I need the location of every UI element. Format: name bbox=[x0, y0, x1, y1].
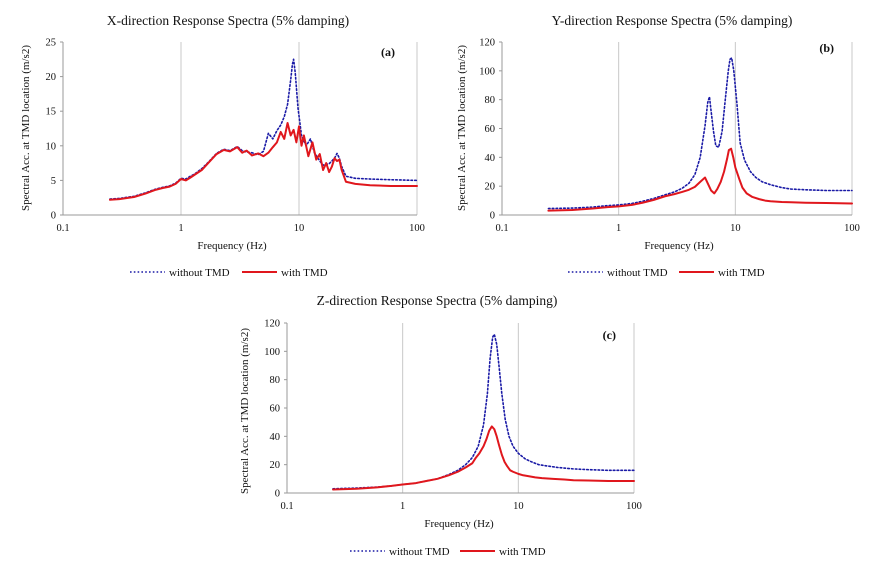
legend-label-without-tmd-b: without TMD bbox=[607, 267, 668, 279]
y-tick-label-c: 120 bbox=[264, 319, 280, 330]
x-tick-label-b: 1 bbox=[616, 223, 621, 234]
legend-label-without-tmd-a: without TMD bbox=[169, 267, 230, 279]
y-tick-label-c: 100 bbox=[264, 347, 280, 358]
x-axis-label-b: Frequency (Hz) bbox=[644, 240, 714, 252]
y-tick-label-a: 15 bbox=[46, 107, 57, 118]
y-tick-label-b: 60 bbox=[485, 124, 496, 135]
legend-c: without TMD with TMD bbox=[350, 546, 546, 558]
y-tick-label-b: 100 bbox=[479, 66, 495, 77]
chart-panel-a: X-direction Response Spectra (5% damping… bbox=[20, 13, 425, 279]
legend-label-without-tmd-c: without TMD bbox=[389, 546, 450, 558]
y-tick-label-a: 25 bbox=[46, 38, 57, 49]
y-tick-label-b: 0 bbox=[490, 211, 495, 222]
y-tick-label-b: 120 bbox=[479, 38, 495, 49]
chart-title-a: X-direction Response Spectra (5% damping… bbox=[107, 13, 349, 28]
x-tick-label-b: 0.1 bbox=[495, 223, 508, 234]
y-tick-label-c: 40 bbox=[270, 432, 281, 443]
series-without-tmd-b bbox=[547, 57, 853, 210]
y-tick-label-b: 20 bbox=[485, 182, 496, 193]
x-axis-label-a: Frequency (Hz) bbox=[197, 240, 267, 252]
plot-area-a: 0 5 10 15 20 25 0.1 1 10 100 bbox=[46, 38, 425, 235]
legend-label-with-tmd-c: with TMD bbox=[499, 546, 546, 558]
x-tick-label-c: 0.1 bbox=[280, 501, 293, 512]
chart-panel-c: Z-direction Response Spectra (5% damping… bbox=[239, 293, 642, 558]
legend-label-with-tmd-b: with TMD bbox=[718, 267, 765, 279]
x-tick-label-b: 100 bbox=[844, 223, 860, 234]
plot-area-b: 0 20 40 60 80 100 120 0.1 1 10 100 bbox=[479, 38, 860, 235]
series-with-tmd-b bbox=[547, 147, 853, 212]
y-axis-label-a: Spectral Acc. at TMD location (m/s2) bbox=[20, 45, 32, 211]
x-tick-label-c: 10 bbox=[513, 501, 524, 512]
series-without-tmd-a bbox=[109, 58, 418, 200]
y-axis-label-c: Spectral Acc. at TMD location (m/s2) bbox=[239, 328, 251, 494]
y-tick-label-c: 80 bbox=[270, 375, 281, 386]
x-tick-label-c: 100 bbox=[626, 501, 642, 512]
series-with-tmd-c bbox=[332, 425, 635, 491]
legend-b: without TMD with TMD bbox=[568, 267, 765, 279]
chart-title-c: Z-direction Response Spectra (5% damping… bbox=[317, 293, 558, 308]
x-tick-label-a: 100 bbox=[409, 223, 425, 234]
x-tick-label-c: 1 bbox=[400, 501, 405, 512]
x-axis-label-c: Frequency (Hz) bbox=[424, 518, 494, 530]
legend-label-with-tmd-a: with TMD bbox=[281, 267, 328, 279]
y-tick-label-b: 40 bbox=[485, 153, 496, 164]
x-tick-label-b: 10 bbox=[730, 223, 741, 234]
y-tick-label-a: 0 bbox=[51, 211, 56, 222]
plot-area-c: 0 20 40 60 80 100 120 0.1 1 10 100 bbox=[264, 319, 642, 513]
y-tick-label-c: 60 bbox=[270, 404, 281, 415]
legend-a: without TMD with TMD bbox=[130, 267, 328, 279]
y-tick-label-a: 5 bbox=[51, 176, 56, 187]
chart-panel-b: Y-direction Response Spectra (5% damping… bbox=[456, 13, 860, 279]
series-with-tmd-a bbox=[108, 121, 418, 201]
series-without-tmd-c bbox=[332, 333, 635, 490]
panel-label-c: (c) bbox=[603, 328, 616, 342]
x-tick-label-a: 0.1 bbox=[56, 223, 69, 234]
y-tick-label-a: 10 bbox=[46, 141, 57, 152]
x-tick-label-a: 10 bbox=[294, 223, 305, 234]
y-tick-label-b: 80 bbox=[485, 95, 496, 106]
panel-label-b: (b) bbox=[819, 41, 834, 55]
y-axis-label-b: Spectral Acc. at TMD location (m/s2) bbox=[456, 45, 468, 211]
panel-label-a: (a) bbox=[381, 45, 395, 59]
chart-title-b: Y-direction Response Spectra (5% damping… bbox=[552, 13, 793, 28]
y-tick-label-c: 20 bbox=[270, 460, 281, 471]
x-tick-label-a: 1 bbox=[178, 223, 183, 234]
y-tick-label-c: 0 bbox=[275, 489, 280, 500]
y-tick-label-a: 20 bbox=[46, 72, 57, 83]
